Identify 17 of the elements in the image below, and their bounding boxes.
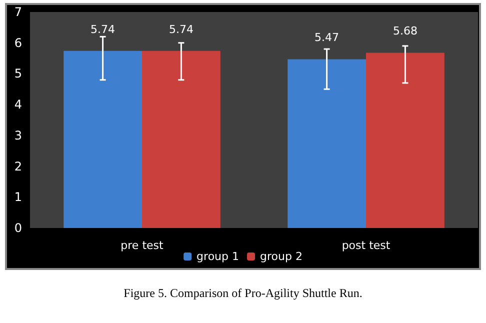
x-tick-label: pre test — [120, 239, 164, 252]
x-tick-label: post test — [342, 239, 391, 252]
y-tick-label: 6 — [14, 36, 22, 50]
data-label: 5.47 — [314, 31, 340, 44]
data-label: 5.74 — [168, 22, 194, 36]
y-tick-label: 0 — [14, 221, 22, 235]
y-tick-label: 2 — [14, 159, 22, 174]
legend-label: group 2 — [260, 250, 302, 263]
legend-label: group 1 — [196, 250, 240, 263]
y-tick-label: 4 — [14, 98, 22, 112]
y-tick-label: 5 — [14, 66, 22, 81]
data-label: 5.68 — [392, 24, 418, 38]
caption: Figure 5. Comparison of Pro-Agility Shuttle Run. — [124, 286, 362, 300]
y-tick-label: 1 — [14, 190, 22, 204]
y-tick-label: 7 — [14, 5, 22, 19]
data-label: 5.74 — [90, 22, 116, 36]
y-tick-label: 3 — [14, 128, 22, 142]
